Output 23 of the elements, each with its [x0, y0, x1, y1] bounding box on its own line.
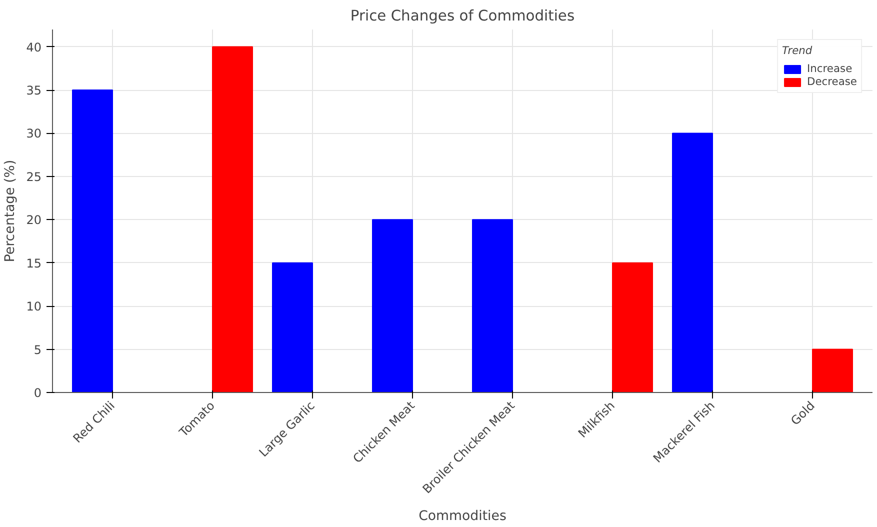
x-axis-title: Commodities	[418, 509, 506, 524]
bar	[812, 348, 853, 392]
y-tick-label: 25	[26, 170, 42, 184]
y-tick-label: 5	[34, 342, 42, 357]
bar	[372, 219, 413, 392]
y-tick-label: 35	[26, 84, 42, 98]
bar	[612, 262, 653, 392]
bar	[72, 90, 113, 392]
legend-title: Trend	[782, 44, 814, 57]
legend-label: Decrease	[807, 75, 857, 88]
y-tick-label: 20	[26, 213, 42, 228]
bar	[212, 46, 253, 392]
chart-title: Price Changes of Commodities	[350, 8, 575, 24]
y-tick-label: 15	[26, 256, 42, 270]
y-tick-label: 30	[26, 126, 42, 141]
bar	[272, 262, 313, 392]
y-axis-title: Percentage (%)	[3, 160, 18, 262]
legend-label: Increase	[807, 62, 852, 75]
bar	[472, 219, 513, 392]
y-tick-label: 10	[26, 300, 42, 314]
y-tick-label: 40	[26, 40, 42, 54]
bar	[672, 132, 713, 392]
y-tick-label: 0	[34, 386, 42, 400]
